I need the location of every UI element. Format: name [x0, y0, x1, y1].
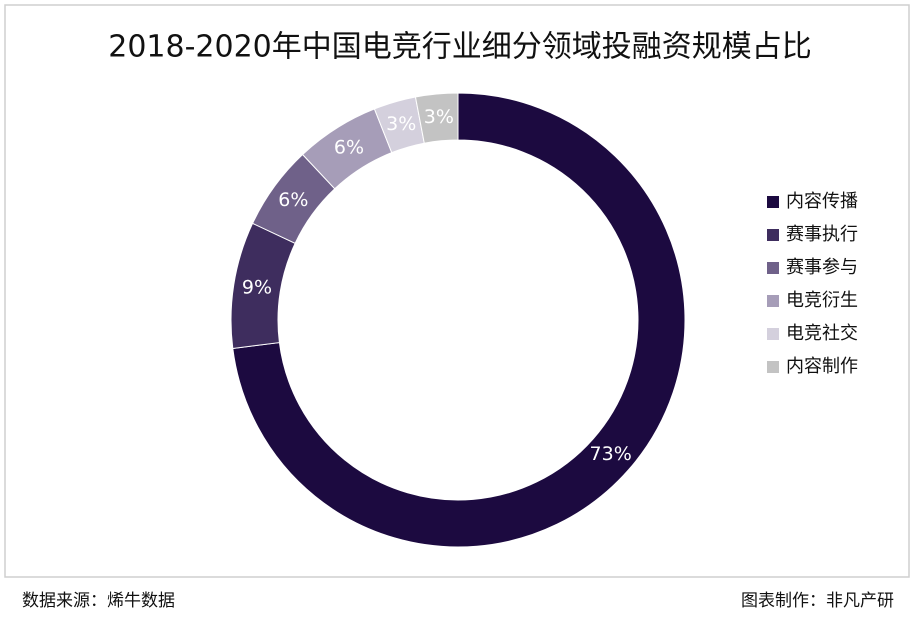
donut-segment	[414, 92, 459, 144]
legend-swatch	[767, 361, 779, 373]
legend-swatch	[767, 295, 779, 307]
legend-label: 赛事参与	[786, 257, 858, 278]
data-label: 6%	[334, 137, 364, 159]
legend-label: 电竞社交	[786, 323, 858, 344]
data-label: 6%	[278, 189, 308, 211]
chart-title: 2018-2020年中国电竞行业细分领域投融资规模占比	[108, 30, 812, 65]
chart-frame	[4, 4, 910, 578]
donut-segment	[232, 92, 686, 548]
data-label: 9%	[242, 277, 272, 299]
legend-label: 内容制作	[786, 356, 858, 377]
credit-note: 图表制作：非凡产研	[741, 591, 894, 611]
source-note: 数据来源：烯牛数据	[22, 591, 175, 611]
legend-swatch	[767, 262, 779, 274]
legend-label: 赛事执行	[786, 224, 858, 245]
legend-label: 内容传播	[786, 191, 858, 212]
data-label: 3%	[386, 113, 416, 135]
data-label: 73%	[590, 443, 632, 465]
legend-label: 电竞衍生	[786, 290, 858, 311]
legend-swatch	[767, 328, 779, 340]
legend-swatch	[767, 196, 779, 208]
data-label: 3%	[424, 106, 454, 128]
legend-swatch	[767, 229, 779, 241]
